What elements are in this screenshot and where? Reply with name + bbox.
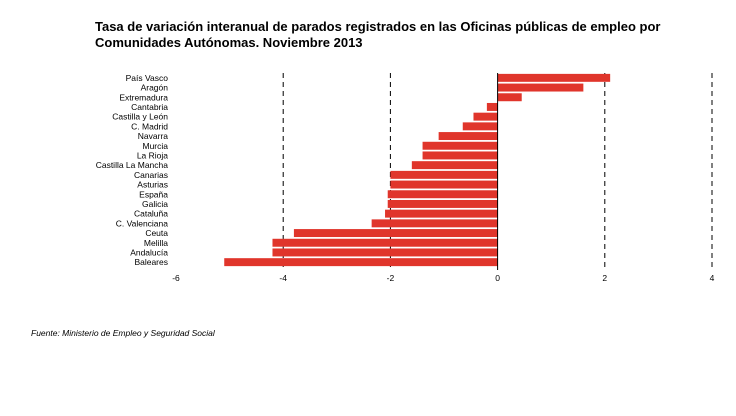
bar — [387, 199, 498, 208]
bar — [224, 258, 498, 267]
chart-title: Tasa de variación interanual de parados … — [95, 19, 715, 51]
source-note: Fuente: Ministerio de Empleo y Seguridad… — [31, 328, 215, 338]
bar — [438, 132, 498, 141]
category-label: Melilla — [144, 238, 168, 248]
category-label: Galicia — [142, 199, 168, 209]
bar — [422, 151, 498, 160]
bar-chart: País VascoAragónExtremaduraCantabriaCast… — [96, 73, 715, 283]
chart-title-line-1: Tasa de variación interanual de parados … — [95, 19, 661, 34]
x-tick-label: -6 — [172, 273, 180, 283]
bar — [497, 83, 584, 92]
bar — [272, 248, 498, 257]
bar — [411, 161, 498, 170]
bar — [486, 102, 498, 111]
category-label: España — [139, 189, 168, 199]
bar — [371, 219, 498, 228]
category-label: Murcia — [142, 141, 168, 151]
bar — [473, 112, 498, 121]
x-tick-label: -2 — [387, 273, 395, 283]
category-label: C. Madrid — [131, 121, 168, 131]
bar — [462, 122, 498, 131]
category-label: Castilla y León — [112, 112, 168, 122]
bar — [272, 238, 498, 247]
bar — [422, 141, 498, 150]
x-tick-label: -4 — [279, 273, 287, 283]
category-label: Extremadura — [119, 92, 168, 102]
category-label: Cantabria — [131, 102, 168, 112]
bar — [390, 170, 498, 179]
bar — [390, 180, 498, 189]
category-label: Castilla La Mancha — [96, 160, 169, 170]
bar — [497, 93, 522, 102]
x-tick-label: 0 — [495, 273, 500, 283]
category-label: La Rioja — [137, 150, 168, 160]
category-label: Baleares — [134, 257, 168, 267]
x-tick-label: 4 — [710, 273, 715, 283]
bar — [497, 73, 611, 82]
bar — [293, 229, 498, 238]
bar — [387, 190, 498, 199]
chart-title-line-2: Comunidades Autónomas. Noviembre 2013 — [95, 35, 363, 50]
category-label: País Vasco — [126, 73, 169, 83]
category-label: Aragón — [141, 83, 169, 93]
category-label: C. Valenciana — [116, 218, 169, 228]
category-label: Navarra — [138, 131, 169, 141]
category-label: Asturias — [137, 180, 168, 190]
category-label: Cataluña — [134, 209, 168, 219]
category-label: Andalucía — [130, 247, 168, 257]
category-label: Ceuta — [145, 228, 168, 238]
bar — [385, 209, 498, 218]
category-label: Canarias — [134, 170, 168, 180]
x-tick-label: 2 — [602, 273, 607, 283]
